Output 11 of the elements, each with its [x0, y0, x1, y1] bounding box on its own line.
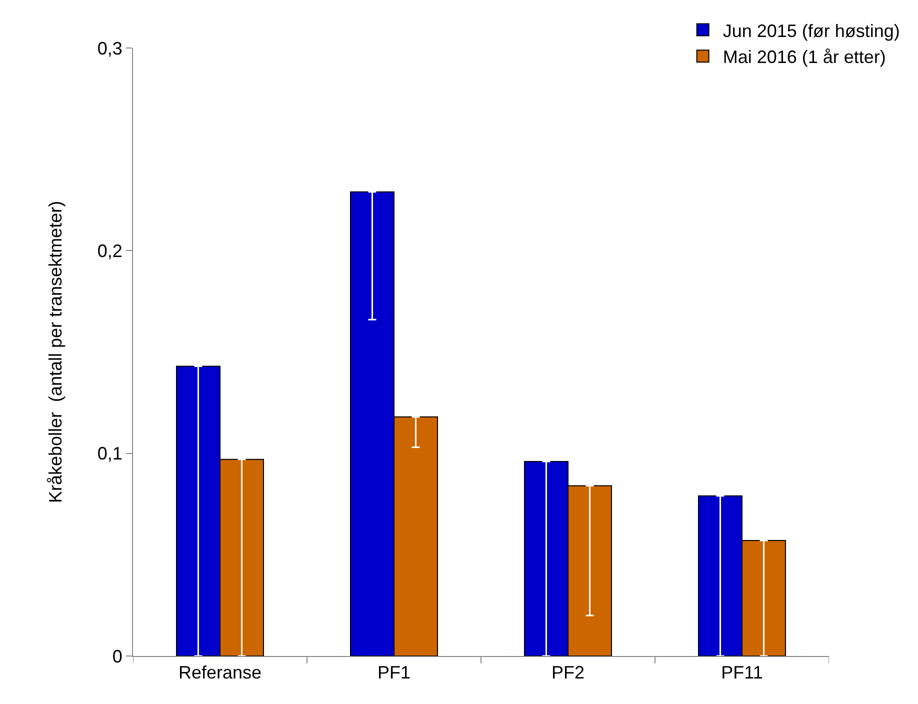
x-tick-label: PF11 [721, 662, 763, 683]
y-tick-label: 0,2 [97, 240, 122, 261]
x-tick-label: Referanse [178, 662, 262, 683]
y-axis-title: Kråkeboller (antall per transektmeter) [46, 200, 66, 504]
y-tick-label: 0,3 [97, 38, 122, 58]
legend-label: Mai 2016 (1 år etter) [722, 47, 886, 68]
legend-label: Jun 2015 (før høsting) [722, 20, 900, 41]
y-tick-label: 0 [112, 646, 122, 666]
x-tick-label: PF1 [377, 662, 411, 683]
x-tick-label: PF2 [551, 662, 585, 683]
y-tick-label: 0,1 [97, 444, 122, 464]
